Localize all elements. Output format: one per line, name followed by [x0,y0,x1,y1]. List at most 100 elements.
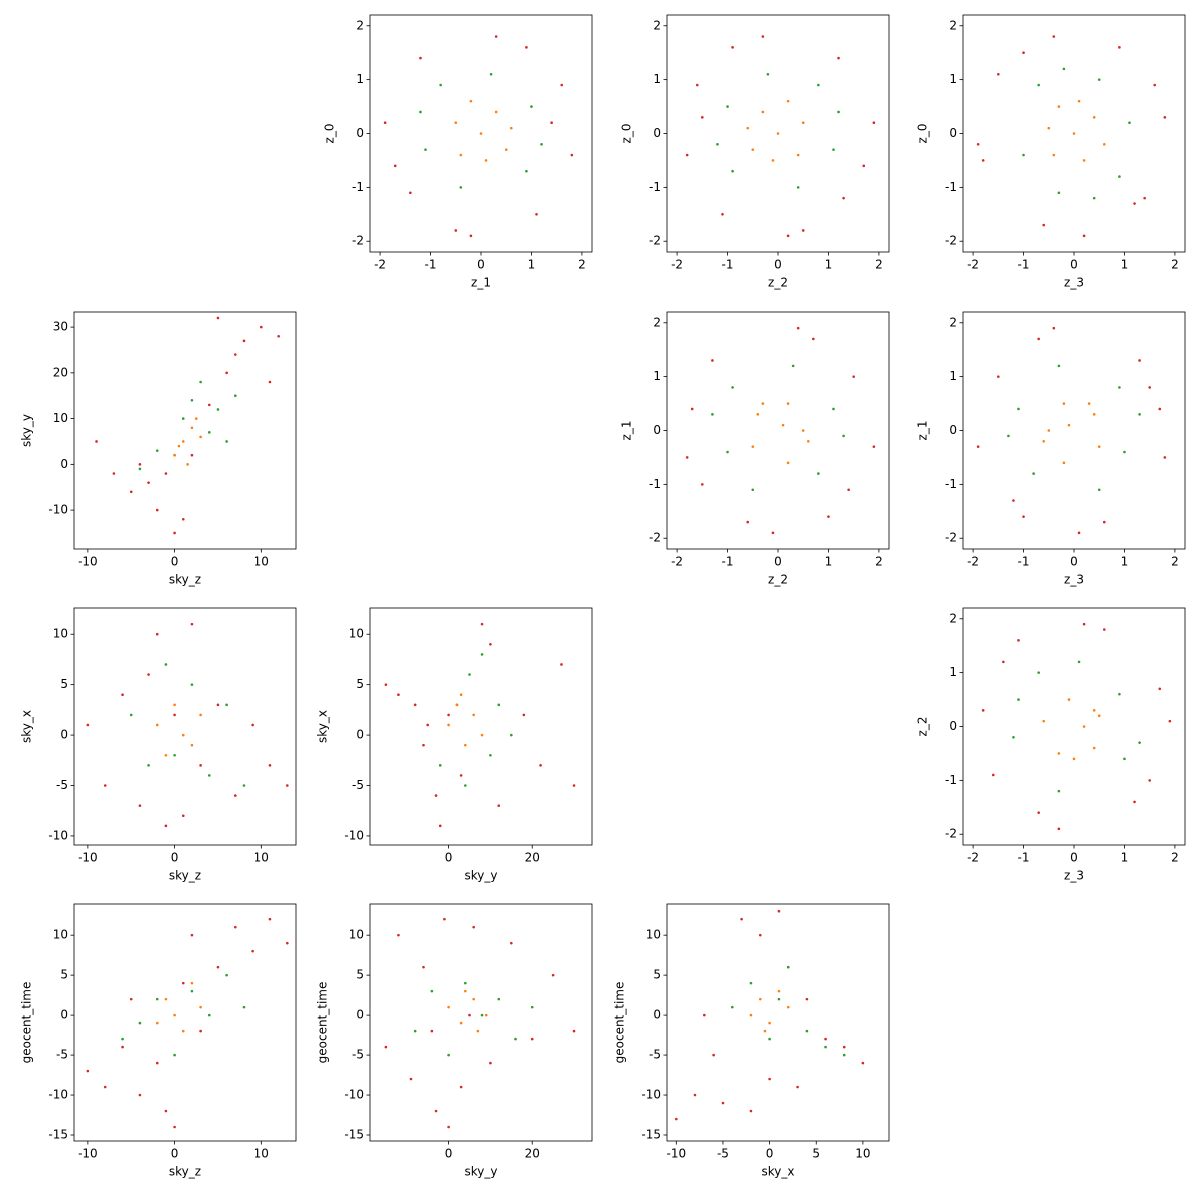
y-tick-label: -10 [48,828,68,842]
scatter-point [786,461,790,465]
x-axis-label: z_3 [1064,869,1084,883]
y-tick-label: 0 [356,126,364,140]
scatter-point [468,1013,471,1017]
x-tick-label: -2 [671,258,683,272]
scatter-point [1102,520,1106,524]
x-tick-label: -1 [1018,851,1030,865]
y-tick-label: -1 [649,477,661,491]
scatter-point [1092,746,1096,750]
scatter-point [173,1125,176,1129]
scatter-point [419,56,422,60]
scatter-point [703,1013,706,1017]
scatter-point [832,148,835,151]
y-tick-label: 0 [356,1008,364,1022]
x-tick-label: 1 [1121,851,1129,865]
x-tick-label: 20 [525,1147,540,1161]
scatter-point [1057,827,1061,831]
scatter-point [233,394,237,398]
scatter-point [384,683,388,686]
scatter-point [997,72,1000,76]
scatter-point [112,472,116,475]
scatter-point [216,703,220,707]
scatter-point [777,989,781,993]
scatter-point [1042,223,1046,227]
scatter-point [468,673,471,676]
scatter-point [827,515,830,518]
y-axis-label: z_1 [620,421,634,441]
y-tick-label: 0 [653,1008,661,1022]
scatter-point [459,186,463,189]
scatter-point [86,1069,90,1073]
scatter-point [173,1053,176,1057]
y-tick-label: 5 [60,677,68,691]
scatter-point [837,56,840,60]
scatter-point [164,1109,168,1113]
scatter-point [771,531,775,535]
y-tick-label: 2 [356,18,364,32]
y-tick-label: -5 [352,778,364,792]
scatter-point [1017,407,1020,411]
scatter-point [539,764,542,767]
scatter-point [1148,386,1151,389]
scatter-point [199,380,202,384]
scatter-point [806,439,810,443]
scatter-point [525,169,528,173]
y-tick-label: 0 [356,728,364,742]
scatter-point [497,703,501,707]
y-tick-label: -15 [344,1128,364,1142]
scatter-point [1118,175,1121,178]
scatter-point [976,142,980,146]
scatter-point [164,753,168,757]
scatter-point [812,337,815,341]
x-tick-label: -10 [667,1147,687,1161]
axes-frame [666,311,890,550]
scatter-point [711,359,714,362]
scatter-point [997,375,1000,378]
scatter-point [129,490,133,494]
scatter-point [842,1053,846,1057]
scatter-point [1052,153,1056,157]
x-tick-label: 20 [525,851,540,865]
scatter-point [1057,789,1061,793]
scatter-point [1163,456,1167,459]
scatter-point [484,159,488,162]
scatter-point [286,784,289,787]
x-tick-label: -2 [967,258,979,272]
scatter-point [721,1101,725,1105]
scatter-point [454,121,458,125]
x-tick-label: 0 [445,1147,453,1161]
scatter-point [438,824,442,828]
scatter-point [1022,153,1025,157]
scatter-point [1067,698,1071,701]
scatter-point [181,1029,185,1033]
scatter-point [1138,359,1141,362]
scatter-point [824,1045,827,1049]
scatter-point [1092,196,1096,200]
scatter-point [186,463,189,466]
scatter-point [1097,445,1101,448]
scatter-point [459,1021,463,1025]
scatter-point [1082,725,1086,728]
scatter-point [1002,660,1005,664]
y-tick-label: 5 [60,968,68,982]
subplot: -2 -1 0 1 2 -2 -1 0 1 2 z_3 z_2 [916,607,1186,883]
scatter-point [763,1029,767,1033]
scatter-point [95,440,98,443]
scatter-point [837,110,840,114]
subplot: -10 0 10 -15 -10 -5 0 5 10 sky_z geocent_time [20,903,297,1179]
scatter-point [1037,337,1040,341]
scatter-point [173,1013,176,1017]
scatter-point [1128,121,1131,125]
scatter-point [716,142,719,146]
scatter-point [1118,692,1121,696]
x-tick-label: -2 [671,555,683,569]
y-tick-label: -10 [641,1088,661,1102]
scatter-point [1022,515,1025,518]
scatter-point [1052,35,1056,38]
scatter-point [572,784,576,787]
scatter-point [801,121,805,125]
y-tick-label: -15 [48,1128,68,1142]
scatter-point [199,1029,202,1033]
scatter-point [726,105,729,108]
scatter-point [842,434,845,438]
